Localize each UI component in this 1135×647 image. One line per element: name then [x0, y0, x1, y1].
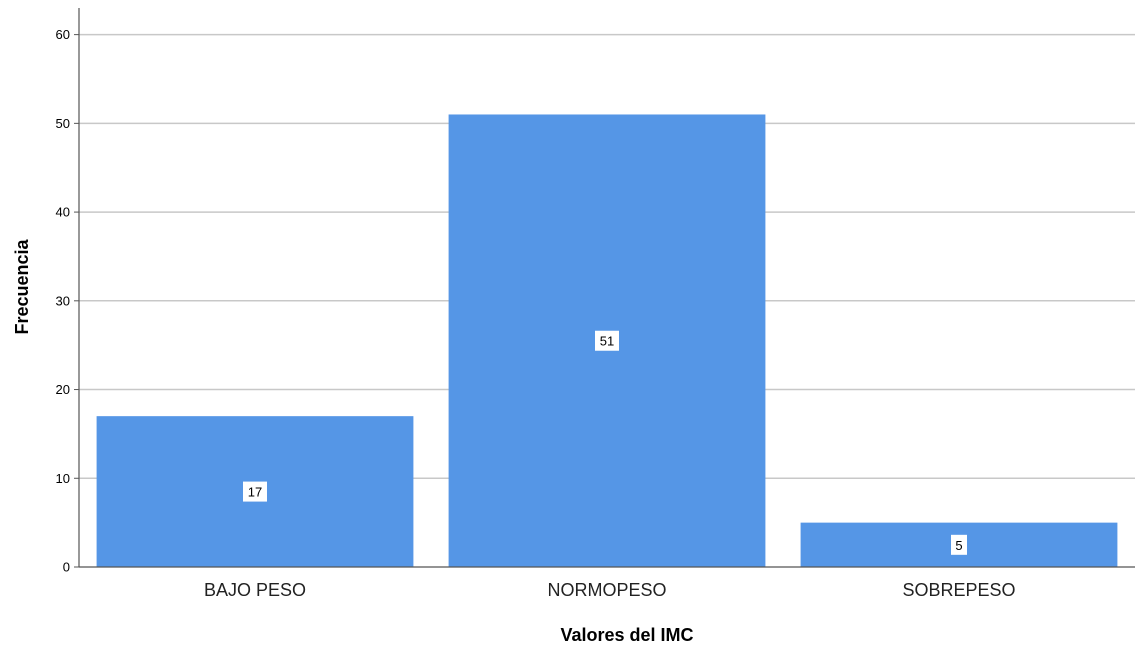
data-label-box [951, 534, 967, 555]
axes: 0 10 20 30 40 50 60 BAJO PESO NORMOPESO SOBREPESO [56, 8, 1135, 600]
y-tick-label: 40 [56, 205, 70, 220]
data-labels: 17 51 5 [243, 330, 967, 555]
x-tick-label: BAJO PESO [204, 580, 306, 600]
y-tick-label: 50 [56, 116, 70, 131]
y-tick-label: 60 [56, 27, 70, 42]
y-tick-label: 10 [56, 471, 70, 486]
y-tick-label: 20 [56, 382, 70, 397]
y-tick-label: 30 [56, 293, 70, 308]
data-label: 5 [955, 538, 962, 553]
y-tick-label: 0 [63, 560, 70, 575]
data-label: 17 [248, 485, 262, 500]
y-axis-title: Frecuencia [12, 238, 32, 334]
x-tick-label: NORMOPESO [547, 580, 666, 600]
data-label: 51 [600, 334, 614, 349]
data-label-box [595, 330, 619, 351]
data-label-box [243, 481, 267, 502]
x-axis-title: Valores del IMC [560, 625, 693, 645]
x-tick-label: SOBREPESO [902, 580, 1015, 600]
